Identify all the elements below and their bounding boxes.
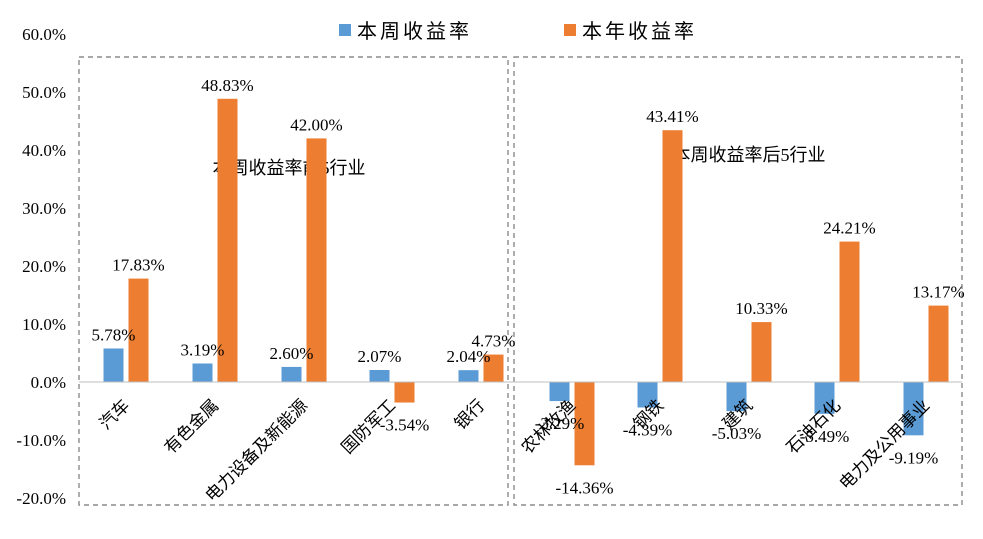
data-label-ytd: 10.33% — [735, 299, 787, 318]
legend-label-ytd: 本年收益率 — [582, 19, 697, 43]
bar-weekly — [903, 382, 924, 436]
bar-ytd — [483, 354, 504, 382]
group-box — [78, 56, 509, 506]
bar-weekly — [369, 369, 390, 382]
data-label-ytd: 42.00% — [290, 115, 342, 134]
data-label-ytd: 43.41% — [646, 107, 698, 126]
data-label-ytd: -3.54% — [380, 416, 430, 435]
data-label-weekly: -5.03% — [712, 424, 762, 443]
legend-swatch-ytd — [564, 24, 576, 36]
data-label-ytd: 48.83% — [201, 76, 253, 95]
data-label-weekly: -9.19% — [889, 448, 939, 467]
bar-ytd — [662, 130, 683, 382]
group-title: 本周收益率前5行业 — [213, 158, 366, 178]
x-tick-label: 电力及公用事业 — [836, 396, 934, 494]
y-tick-label: -10.0% — [16, 431, 66, 450]
bar-weekly — [192, 363, 213, 382]
bar-weekly — [726, 382, 747, 412]
bars — [103, 98, 949, 466]
group-title: 本周收益率后5行业 — [673, 145, 826, 165]
x-tick-label: 有色金属 — [161, 396, 223, 458]
data-label-ytd: 17.83% — [112, 256, 164, 275]
bar-ytd — [839, 241, 860, 382]
bar-weekly — [549, 382, 570, 402]
bar-weekly — [637, 382, 658, 408]
legend-label-weekly: 本周收益率 — [357, 19, 472, 43]
bar-ytd — [306, 138, 327, 382]
y-tick-label: 40.0% — [22, 141, 66, 160]
bar-ytd — [217, 98, 238, 382]
x-tick-label: 银行 — [451, 396, 488, 433]
legend-swatch-weekly — [339, 24, 351, 36]
data-label-ytd: 24.21% — [823, 219, 875, 238]
data-label-weekly: 2.07% — [358, 347, 402, 366]
data-label-weekly: -5.49% — [800, 427, 850, 446]
data-label-weekly: 2.60% — [270, 344, 314, 363]
y-tick-label: 10.0% — [22, 315, 66, 334]
y-tick-label: 20.0% — [22, 257, 66, 276]
data-label-weekly: 3.19% — [181, 340, 225, 359]
data-label-weekly: 5.78% — [92, 325, 136, 344]
bar-ytd — [574, 382, 595, 466]
data-label-ytd: 13.17% — [912, 283, 964, 302]
y-axis: -20.0% -10.0% 0.0% 10.0% 20.0% 30.0% 40.0% 50.0… — [16, 25, 66, 508]
bar-ytd — [751, 322, 772, 382]
bar-weekly — [281, 366, 302, 382]
x-tick-label: 汽车 — [96, 396, 133, 433]
bar-weekly — [103, 348, 124, 382]
bar-weekly — [814, 382, 835, 414]
group-box — [513, 56, 963, 506]
data-labels: 5.78% 3.19% 2.60% 2.07% 2.04% -3.29% -4.39% -5.… — [92, 76, 965, 498]
y-tick-label: 60.0% — [22, 25, 66, 44]
data-label-weekly: 2.04% — [447, 347, 491, 366]
y-tick-label: 50.0% — [22, 83, 66, 102]
group-boxes: 本周收益率前5行业 本周收益率后5行业 — [78, 56, 963, 506]
y-tick-label: 30.0% — [22, 199, 66, 218]
y-tick-label: -20.0% — [16, 489, 66, 508]
data-label-ytd: 4.73% — [472, 332, 516, 351]
legend: 本周收益率 本年收益率 — [339, 19, 697, 43]
bar-weekly — [458, 370, 479, 382]
bar-ytd — [128, 278, 149, 382]
y-tick-label: 0.0% — [31, 373, 66, 392]
data-label-weekly: -4.39% — [623, 420, 673, 439]
data-label-weekly: -3.29% — [535, 414, 585, 433]
bar-ytd — [928, 305, 949, 382]
bar-ytd — [394, 382, 415, 403]
data-label-ytd: -14.36% — [555, 478, 613, 497]
